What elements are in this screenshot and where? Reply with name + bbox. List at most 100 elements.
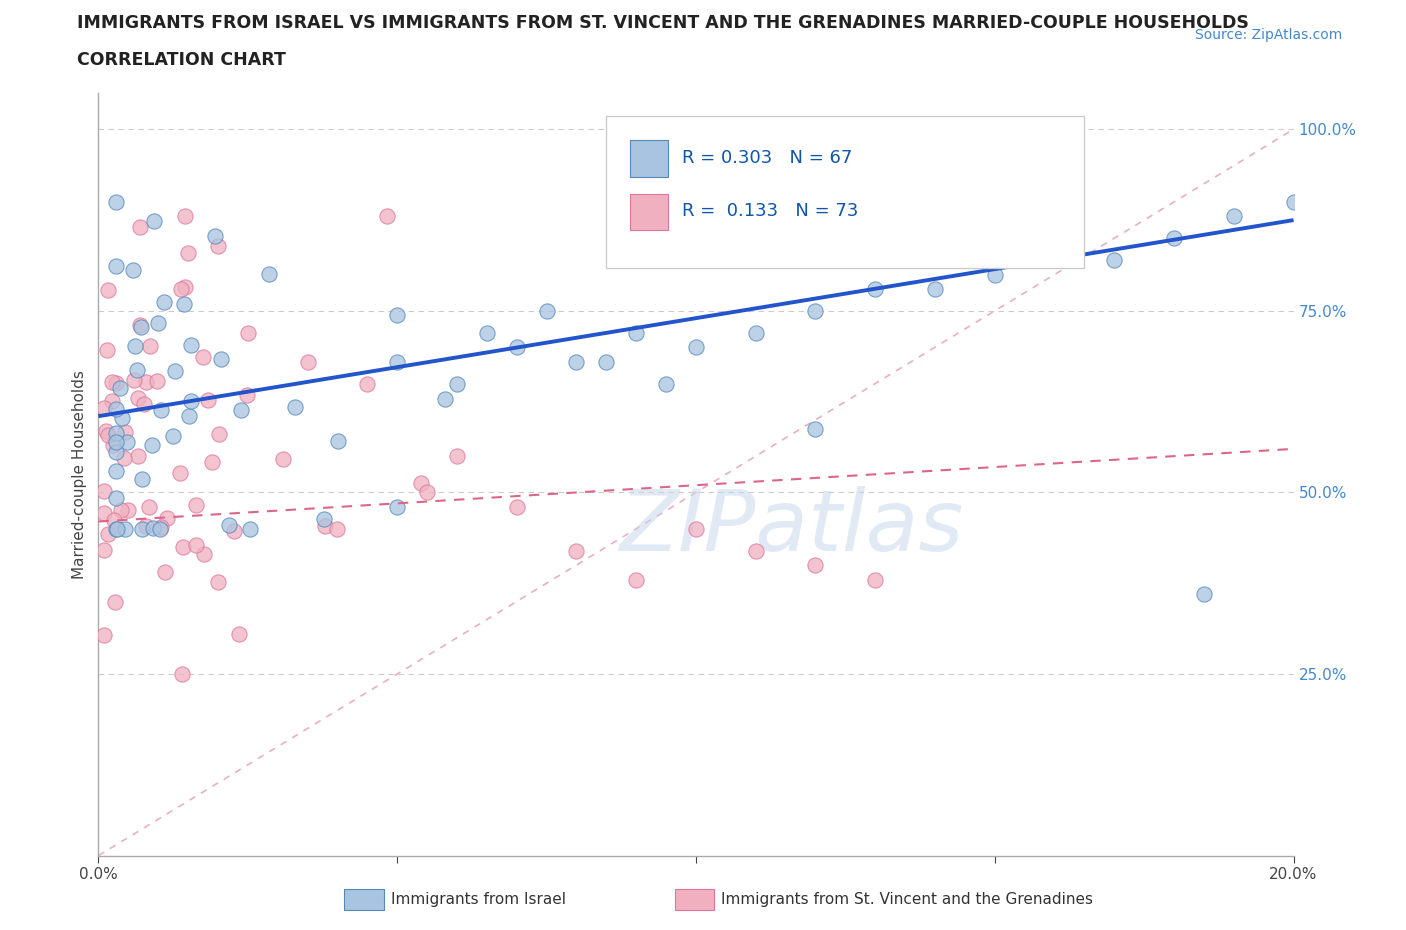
Point: [626, 326, 648, 340]
Point: [356, 376, 378, 391]
Point: [110, 502, 132, 517]
Point: [385, 354, 409, 369]
Text: CORRELATION CHART: CORRELATION CHART: [77, 51, 287, 69]
Point: [506, 339, 529, 354]
Point: [112, 451, 135, 466]
Point: [127, 449, 149, 464]
Point: [165, 364, 187, 379]
Point: [135, 518, 157, 533]
Point: [172, 539, 194, 554]
Point: [228, 627, 250, 642]
Point: [101, 374, 124, 389]
Point: [110, 380, 132, 395]
Point: [239, 522, 262, 537]
Point: [685, 522, 707, 537]
FancyBboxPatch shape: [630, 140, 668, 177]
Point: [193, 546, 215, 561]
Point: [1192, 587, 1215, 602]
Point: [93, 543, 115, 558]
Point: [984, 267, 1007, 282]
Point: [134, 397, 156, 412]
Point: [208, 426, 231, 441]
Point: [297, 354, 319, 369]
Point: [201, 454, 224, 469]
Point: [207, 238, 229, 253]
FancyBboxPatch shape: [630, 193, 668, 231]
Point: [150, 520, 173, 535]
Point: [131, 472, 153, 486]
Point: [804, 421, 827, 436]
Point: [169, 465, 191, 480]
Point: [170, 282, 193, 297]
Point: [93, 484, 115, 498]
Point: [446, 448, 468, 463]
Point: [236, 388, 259, 403]
Point: [924, 282, 946, 297]
Point: [115, 434, 138, 449]
Point: [565, 354, 588, 369]
Point: [204, 228, 226, 243]
Point: [222, 524, 245, 538]
Text: R = 0.303   N = 67: R = 0.303 N = 67: [682, 149, 852, 166]
Point: [375, 209, 398, 224]
Point: [93, 506, 115, 521]
Point: [257, 267, 280, 282]
Point: [93, 401, 115, 416]
Point: [745, 543, 768, 558]
Point: [97, 283, 120, 298]
Point: [125, 363, 148, 378]
Point: [105, 435, 128, 450]
Point: [1104, 253, 1126, 268]
Point: [149, 522, 172, 537]
Text: R =  0.133   N = 73: R = 0.133 N = 73: [682, 202, 858, 220]
Point: [328, 433, 350, 448]
Point: [105, 522, 128, 537]
Point: [1043, 253, 1066, 268]
Point: [129, 320, 152, 335]
Point: [142, 521, 165, 536]
Point: [141, 437, 163, 452]
Point: [105, 445, 128, 459]
Point: [156, 511, 179, 525]
Point: [124, 339, 146, 353]
Point: [229, 403, 252, 418]
Point: [804, 303, 827, 318]
Point: [865, 282, 887, 297]
Point: [536, 303, 558, 318]
Point: [105, 376, 128, 391]
Point: [131, 522, 153, 537]
Point: [193, 350, 215, 365]
Point: [409, 475, 432, 490]
Point: [138, 499, 160, 514]
Point: [1282, 194, 1305, 209]
Point: [105, 490, 128, 505]
FancyBboxPatch shape: [606, 116, 1084, 269]
Point: [506, 499, 529, 514]
Point: [271, 451, 294, 466]
Point: [105, 522, 128, 537]
Point: [103, 438, 125, 453]
Point: [174, 209, 197, 224]
Point: [314, 519, 336, 534]
Text: Immigrants from St. Vincent and the Grenadines: Immigrants from St. Vincent and the Gren…: [721, 892, 1094, 907]
Text: ZIPatlas: ZIPatlas: [620, 486, 963, 569]
Point: [105, 464, 128, 479]
Point: [865, 572, 887, 587]
Text: IMMIGRANTS FROM ISRAEL VS IMMIGRANTS FROM ST. VINCENT AND THE GRENADINES MARRIED: IMMIGRANTS FROM ISRAEL VS IMMIGRANTS FRO…: [77, 14, 1249, 32]
Point: [105, 259, 128, 273]
Point: [177, 246, 200, 260]
Point: [180, 338, 202, 352]
Point: [129, 219, 152, 234]
Point: [105, 402, 128, 417]
Point: [135, 375, 157, 390]
Point: [122, 372, 145, 387]
Point: [218, 518, 240, 533]
Point: [139, 339, 162, 353]
Point: [626, 572, 648, 587]
Point: [93, 628, 115, 643]
Point: [101, 394, 124, 409]
Point: [186, 498, 208, 512]
Point: [197, 392, 219, 407]
Point: [162, 429, 184, 444]
Point: [236, 326, 259, 340]
